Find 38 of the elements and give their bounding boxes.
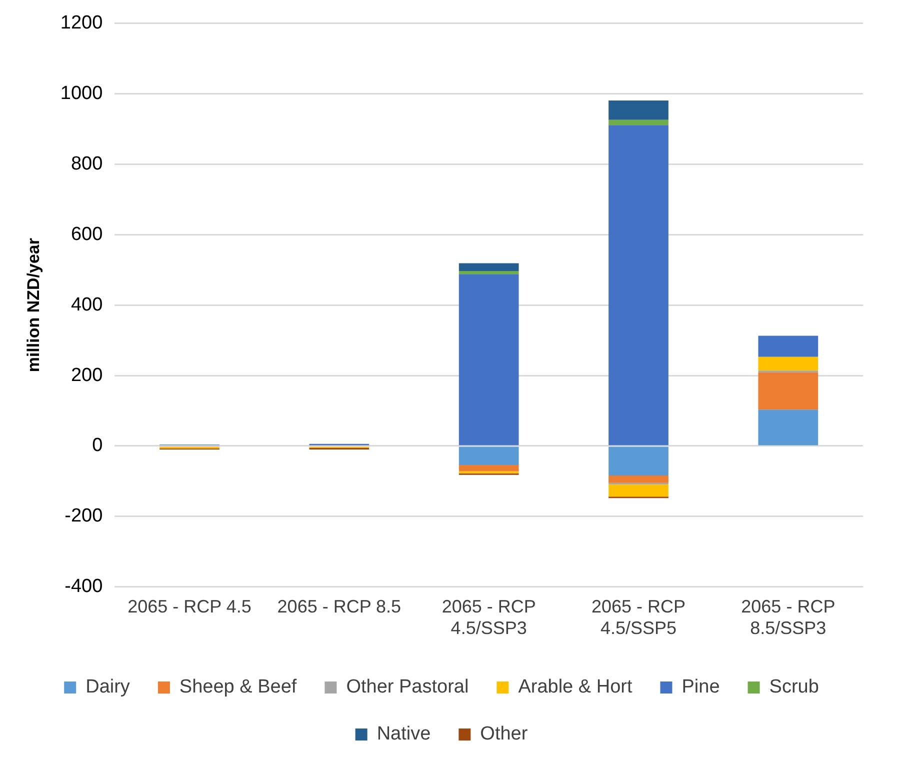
x-tick-label: 2065 - RCP 8.5/SSP3 [741,596,836,638]
bar [458,274,519,446]
legend-label: Other Pastoral [346,676,469,698]
legend-label: Sheep & Beef [179,676,298,698]
legend-label: Native [376,724,431,745]
x-tick-label: 2065 - RCP 4.5 [128,596,252,617]
y-tick-label: 800 [70,153,103,174]
legend-label: Scrub [769,676,819,698]
bar [758,336,818,357]
bar [608,446,668,476]
y-tick-label: 200 [70,364,103,386]
y-tick-label: -200 [64,506,103,527]
y-tick-label: 1000 [60,83,103,104]
bar [458,464,519,472]
bar [608,484,668,497]
bar [458,446,519,465]
legend-label: Arable & Hort [518,676,633,698]
legend-label: Other [480,724,528,745]
y-axis-title: million NZD/year [24,238,43,372]
bar [608,100,668,120]
y-tick-label: 400 [70,294,103,316]
y-tick-label: 1200 [60,12,103,34]
bar [608,120,668,126]
y-tick-label: 600 [70,224,103,245]
legend-label: Pine [682,676,720,698]
x-tick-label: 2065 - RCP 4.5/SSP3 [442,596,536,638]
bar [758,410,818,446]
bar [608,476,668,483]
bar [758,372,818,410]
bar [608,125,668,446]
y-tick-label: -400 [64,576,103,598]
bar [458,270,519,274]
bar [458,263,519,271]
x-tick-label: 2065 - RCP 8.5 [277,596,402,617]
x-tick-label: 2065 - RCP 4.5/SSP5 [591,596,686,638]
y-tick-label: 0 [92,435,103,456]
legend-label: Dairy [86,676,130,698]
bar [758,356,818,371]
